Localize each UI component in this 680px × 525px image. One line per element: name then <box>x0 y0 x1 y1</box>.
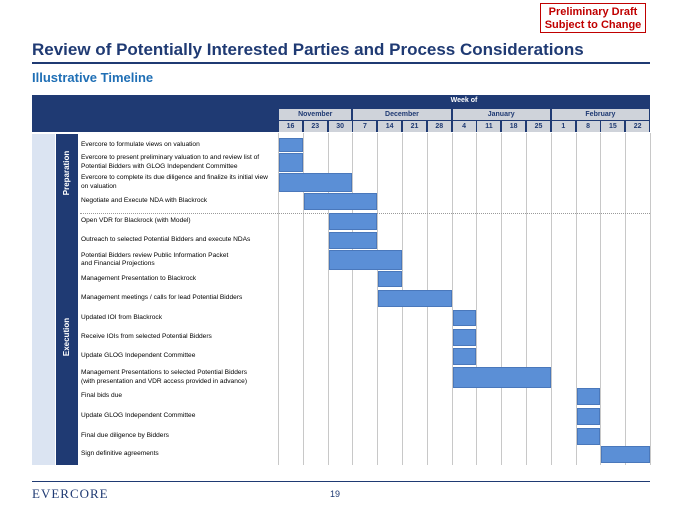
task-label: Updated IOI from Blackrock <box>81 313 162 321</box>
preliminary-draft-stamp: Preliminary Draft Subject to Change <box>540 3 646 33</box>
grid-column-line <box>650 133 651 465</box>
week-header-cell: 21 <box>403 121 426 132</box>
task-label: Potential Bidders review Public Informat… <box>81 251 229 268</box>
task-bar <box>328 213 378 230</box>
page-title: Review of Potentially Interested Parties… <box>32 40 584 59</box>
week-header-cell: 30 <box>328 121 352 132</box>
task-bar <box>601 446 650 463</box>
phase-label-execution: Execution <box>62 317 71 357</box>
week-header-cell: 7 <box>353 121 377 132</box>
grid-column-line <box>377 133 379 465</box>
grid-column-line <box>600 133 602 465</box>
task-bar <box>279 138 303 152</box>
task-label: Open VDR for Blackrock (with Model) <box>81 217 191 225</box>
stamp-line-2: Subject to Change <box>544 19 642 31</box>
week-header-cell: 22 <box>626 121 650 132</box>
task-label: Receive IOIs from selected Potential Bid… <box>81 333 212 341</box>
task-bar <box>378 271 402 287</box>
week-header-cell: 11 <box>477 121 501 132</box>
task-label: Sign definitive agreements <box>81 450 159 458</box>
task-label: Management Presentations to selected Pot… <box>81 369 248 385</box>
task-label: Update GLOG Independent Committee <box>81 412 196 420</box>
task-bar <box>378 290 452 307</box>
task-label: Negotiate and Execute NDA with Blackrock <box>81 197 208 205</box>
stamp-line-1: Preliminary Draft <box>548 6 638 18</box>
task-bar <box>452 329 477 346</box>
month-header-february: February <box>551 109 649 120</box>
grid-column-line <box>476 133 478 465</box>
grid-column-line <box>625 133 627 465</box>
phase-bar-preparation <box>56 134 78 212</box>
month-header-november: November <box>279 109 352 120</box>
task-bar <box>576 388 601 405</box>
phase-label-preparation: Preparation <box>62 150 71 196</box>
task-bar <box>328 250 402 270</box>
task-bar <box>279 173 353 192</box>
task-label: Final due diligence by Bidders <box>81 432 169 440</box>
page-number: 19 <box>330 489 341 499</box>
grid-column-line <box>327 133 329 465</box>
task-bar <box>328 232 378 249</box>
task-bar <box>279 153 303 172</box>
task-label: Evercore to complete its due diligence a… <box>81 174 268 190</box>
grid-column-line <box>302 133 304 465</box>
week-header-cell: 23 <box>303 121 327 132</box>
phase-bar-execution <box>56 209 78 465</box>
evercore-logo: EVERCORE <box>32 486 109 501</box>
task-label: Management meetings / calls for lead Pot… <box>81 294 243 302</box>
week-header-cell: 15 <box>601 121 625 132</box>
week-header-cell: 25 <box>527 121 550 132</box>
footer-divider <box>32 481 650 482</box>
task-label: Final bids due <box>81 392 123 400</box>
task-label: Update GLOG Independent Committee <box>81 352 196 360</box>
task-label: Outreach to selected Potential Bidders a… <box>81 236 251 244</box>
task-bar <box>303 193 378 210</box>
timeline-grid: Preparation Execution Evercore to formulat… <box>32 133 651 465</box>
grid-column-line <box>575 133 577 465</box>
task-label: Evercore to formulate views on valuation <box>81 140 200 148</box>
month-header-december: December <box>353 109 451 120</box>
task-bar <box>452 310 477 326</box>
week-header-cell: 8 <box>576 121 600 132</box>
task-bar <box>452 348 477 365</box>
grid-column-line <box>352 133 354 465</box>
week-header-cell: 4 <box>452 121 476 132</box>
page-subtitle: Illustrative Timeline <box>32 70 154 85</box>
grid-column-line <box>550 133 552 465</box>
grid-column-line <box>526 133 527 465</box>
week-header-cell: 28 <box>427 121 451 132</box>
month-header-january: January <box>452 109 550 120</box>
phase-gutter <box>32 134 55 212</box>
task-bar <box>576 428 601 445</box>
week-header-cell: 16 <box>279 121 302 132</box>
task-bar <box>576 408 601 425</box>
week-header-cell: 1 <box>551 121 575 132</box>
grid-column-line <box>278 133 279 465</box>
task-label: Management Presentation to Blackrock <box>81 274 197 282</box>
title-divider <box>32 62 650 64</box>
week-of-label: Week of <box>450 97 478 104</box>
week-header-cell: 18 <box>502 121 526 132</box>
task-bar <box>452 367 551 388</box>
grid-column-line <box>501 133 503 465</box>
grid-column-line <box>451 133 453 465</box>
week-header-cell: 14 <box>378 121 402 132</box>
task-label: Evercore to present preliminary valuatio… <box>81 154 260 170</box>
phase-gutter <box>32 209 55 465</box>
